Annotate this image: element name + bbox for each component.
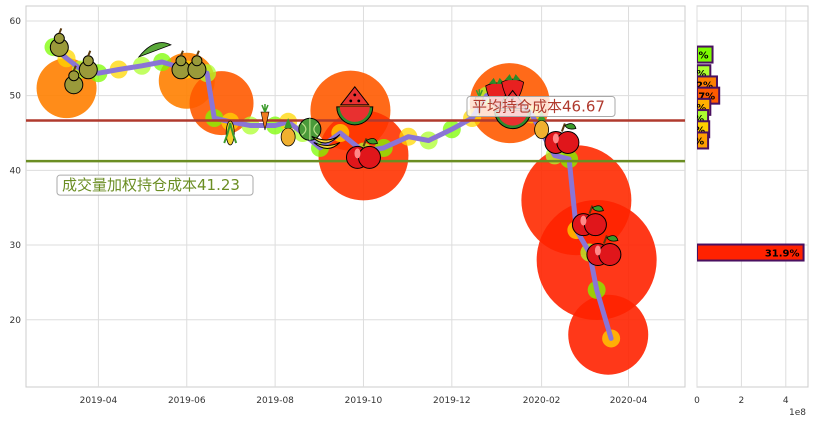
banana-body (313, 142, 341, 149)
volume-bar-label: 0% (687, 136, 704, 147)
pear-top (68, 70, 80, 82)
apple-leaf (606, 235, 619, 242)
pear-top (175, 55, 187, 67)
x-tick-label: 2020-04 (610, 396, 648, 406)
side-x-tick-label: 2 (739, 396, 745, 406)
apple-leaf (591, 205, 604, 212)
y-tick-label: 40 (10, 166, 22, 176)
x-tick-label: 2019-04 (80, 396, 118, 406)
melon-stripes (301, 118, 319, 141)
apple-stem (560, 123, 566, 132)
pear-top (53, 32, 65, 44)
carrot-greens (475, 89, 484, 98)
x-tick-label: 2019-06 (168, 396, 206, 406)
corn-husk (223, 122, 238, 144)
volume-bar (697, 131, 710, 150)
x-tick-label: 2019-08 (256, 396, 294, 406)
pear-stem (87, 50, 92, 57)
pear-stem (180, 50, 184, 57)
y-tick-label: 60 (10, 17, 22, 27)
volume-bar-label: % (699, 51, 709, 62)
apple-icon (345, 138, 381, 169)
pear-icon (78, 50, 98, 80)
apple-body (583, 213, 607, 237)
side-bars: %%2%.7%%%%0%31.9% (687, 45, 805, 262)
reference-label: 平均持仓成本46.67 (472, 98, 605, 116)
pear-stem (195, 50, 200, 57)
apple-stem (602, 235, 608, 244)
apple-body (598, 243, 622, 267)
pear-icon (49, 27, 69, 57)
axes: 2019-04 2019-06 2019-08 2019-10 2019-12 2020-… (10, 17, 807, 418)
berry-leaves (488, 77, 505, 84)
y-tick-label: 50 (10, 92, 22, 102)
side-plot-frame (696, 5, 809, 388)
pineapple-body (280, 127, 296, 147)
pineapple-crown (284, 118, 293, 128)
pear-icon (171, 50, 191, 80)
melon-flesh (339, 106, 370, 122)
apple-body (556, 130, 580, 154)
pear-icon (64, 65, 84, 95)
corn-icon (223, 120, 238, 146)
y-tick-label: 30 (10, 241, 22, 251)
volume-bar-label: 2% (696, 80, 713, 91)
apple-shine (354, 148, 361, 159)
pear-stem (72, 65, 77, 72)
x-tick-label: 2020-02 (523, 396, 561, 406)
apple-body (357, 145, 381, 169)
volume-bar-label: .7% (694, 92, 715, 103)
berry-leaves (504, 74, 521, 81)
x-tick-label: 2019-10 (345, 396, 383, 406)
volume-bar-label: 31.9% (765, 249, 800, 260)
seed (353, 93, 357, 97)
x-tick-label: 2019-12 (433, 396, 471, 406)
volume-bar (697, 45, 714, 64)
volume-bar-label: % (696, 103, 706, 114)
pineapple-icon (280, 118, 296, 147)
reference-label: 成交量加权持仓成本41.23 (62, 176, 240, 194)
banana-body (311, 134, 341, 144)
carrot-icon (260, 104, 270, 131)
side-scale-label: 1e8 (789, 408, 806, 418)
volume-bar-label: % (694, 114, 704, 125)
pea-icon (137, 42, 172, 58)
apple-shine (580, 215, 587, 226)
reference-label-box (56, 174, 254, 196)
volume-bar-label: % (695, 125, 705, 136)
apple-leaf (564, 123, 577, 130)
y-tick-label: 20 (10, 316, 22, 326)
volume-bar-label: % (696, 69, 706, 80)
side-x-tick-label: 4 (783, 396, 789, 406)
side-x-tick-label: 0 (694, 396, 700, 406)
pineapple-icon (534, 110, 550, 139)
pear-stem (58, 27, 63, 34)
watermelon-icon (336, 86, 374, 126)
volume-bar (697, 243, 805, 262)
apple-stem (588, 205, 594, 214)
reference-labels: 平均持仓成本46.67 成交量加权持仓成本41.23 (56, 96, 616, 196)
apple-icon (571, 205, 607, 237)
banana-icon (311, 134, 341, 149)
apple-leaf (365, 138, 378, 145)
melon-icon (298, 117, 322, 141)
carrot-greens (261, 104, 269, 113)
seed (357, 99, 361, 103)
apple-shine (594, 245, 601, 256)
pear-icon (187, 50, 207, 80)
pea-pod (137, 42, 172, 58)
reference-label-box (466, 96, 616, 118)
apple-icon (544, 123, 580, 154)
apple-shine (552, 133, 559, 144)
apple-stem (362, 138, 368, 147)
apple-icon (586, 235, 622, 267)
corn-cob (225, 120, 235, 146)
pear-top (82, 55, 94, 67)
pear-top (191, 55, 203, 67)
seed (349, 99, 353, 103)
